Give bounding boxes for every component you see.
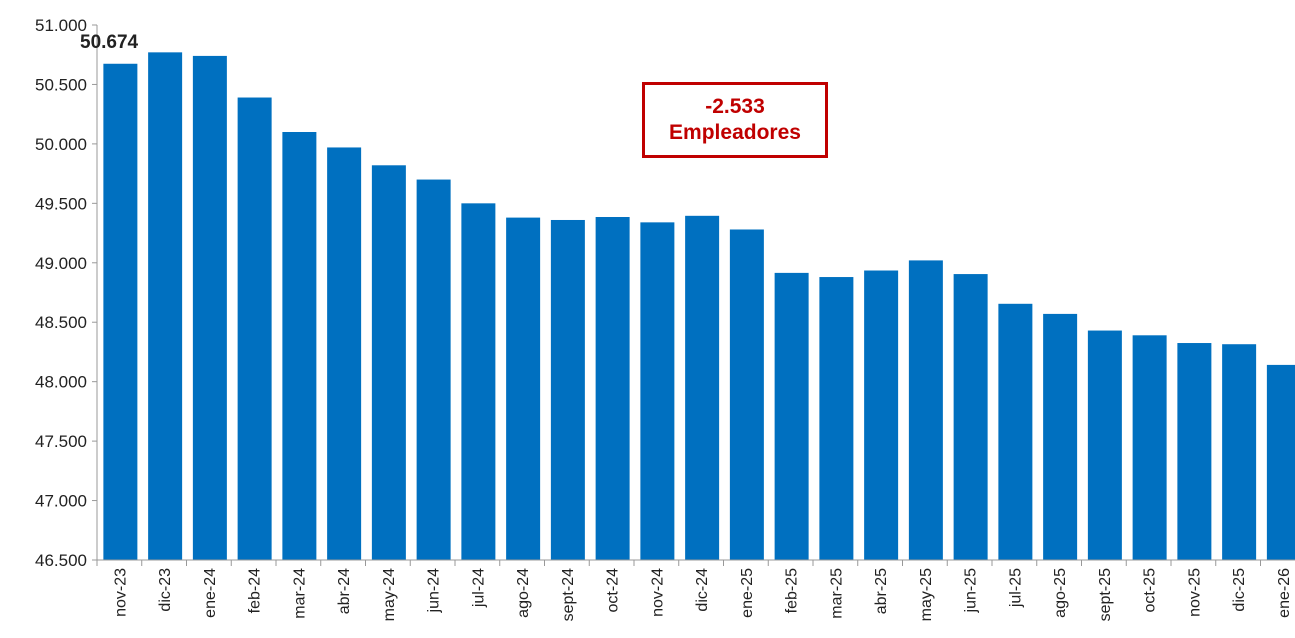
bar-ene-26 [1266,364,1295,560]
x-tick-label-abr-25: abr-25 [873,568,890,614]
x-tick-label-jun-24: jun-24 [426,568,443,614]
bar-ene-24 [192,55,227,561]
x-tick-label-ago-25: ago-25 [1052,568,1069,618]
bar-mar-25 [819,277,854,560]
x-tick-label-nov-24: nov-24 [649,568,666,617]
y-tick-label: 48.000 [35,373,87,392]
x-tick-label-feb-24: feb-24 [247,568,264,613]
x-tick-label-dic-23: dic-23 [157,568,174,612]
bar-ago-25 [1043,313,1078,560]
bar-nov-25 [1177,343,1212,560]
y-tick-label: 49.000 [35,254,87,273]
x-tick-label-sept-25: sept-25 [1097,568,1114,621]
bar-ene-25 [729,229,764,560]
x-tick-label-nov-25: nov-25 [1186,568,1203,617]
bar-abr-25 [864,270,899,560]
x-axis: nov-23 dic-23 ene-24 feb-24 mar-24 abr-24 may-… [96,559,1295,621]
y-tick-label: 50.000 [35,135,87,154]
bar-dic-23 [148,52,183,560]
x-tick-label-mar-25: mar-25 [828,568,845,619]
y-tick-label: 51.000 [35,16,87,35]
x-tick-label-may-25: may-25 [918,568,935,621]
x-tick-label-mar-24: mar-24 [291,568,308,619]
x-tick-label-jul-24: jul-24 [470,568,487,608]
bar-sept-25 [1087,330,1122,560]
bars [103,52,1295,561]
x-tick-label-ene-26: ene-26 [1276,568,1293,618]
bar-jun-25 [953,274,988,560]
bar-jul-25 [998,303,1033,560]
bar-abr-24 [327,147,362,560]
bar-sept-24 [550,219,585,560]
x-tick-label-feb-25: feb-25 [784,568,801,613]
bar-may-25 [908,260,943,560]
x-tick-label-dic-25: dic-25 [1231,568,1248,612]
x-tick-label-may-24: may-24 [381,568,398,621]
x-tick-label-jun-25: jun-25 [963,568,980,614]
bar-nov-24 [640,222,675,560]
y-tick-label: 46.500 [35,551,87,570]
bar-nov-23 [103,63,138,560]
bar-jul-24 [461,203,496,561]
decline-annotation-box: -2.533 Empleadores [642,82,828,158]
x-tick-label-ene-25: ene-25 [739,568,756,618]
y-tick-label: 49.500 [35,194,87,213]
bar-oct-24 [595,217,630,560]
bar-dic-25 [1222,344,1257,560]
x-tick-label-abr-24: abr-24 [336,568,353,614]
x-tick-label-oct-25: oct-25 [1142,568,1159,613]
data-label-nov-23: 50.674 [80,32,139,53]
x-tick-label-nov-23: nov-23 [112,568,129,617]
x-tick-label-ene-24: ene-24 [202,568,219,618]
x-tick-label-dic-24: dic-24 [694,568,711,612]
y-tick-label: 47.000 [35,492,87,511]
bar-mar-24 [282,132,317,560]
bar-jun-24 [416,179,451,561]
x-tick-label-ago-24: ago-24 [515,568,532,618]
y-axis: 46.500 47.000 47.500 48.000 48.500 49.000 49.5… [35,16,98,570]
x-tick-label-sept-24: sept-24 [560,568,577,621]
y-tick-label: 50.500 [35,75,87,94]
y-tick-label: 47.500 [35,432,87,451]
bar-may-24 [371,165,406,561]
bar-dic-24 [685,215,720,561]
y-tick-label: 48.500 [35,313,87,332]
bar-feb-24 [237,97,272,561]
x-tick-label-oct-24: oct-24 [605,568,622,613]
annotation-label: Empleadores [669,121,801,144]
bar-feb-25 [774,272,809,560]
bar-ago-24 [506,217,541,560]
bar-oct-25 [1132,335,1167,560]
x-tick-label-jul-25: jul-25 [1007,568,1024,608]
annotation-value: -2.533 [705,94,765,118]
